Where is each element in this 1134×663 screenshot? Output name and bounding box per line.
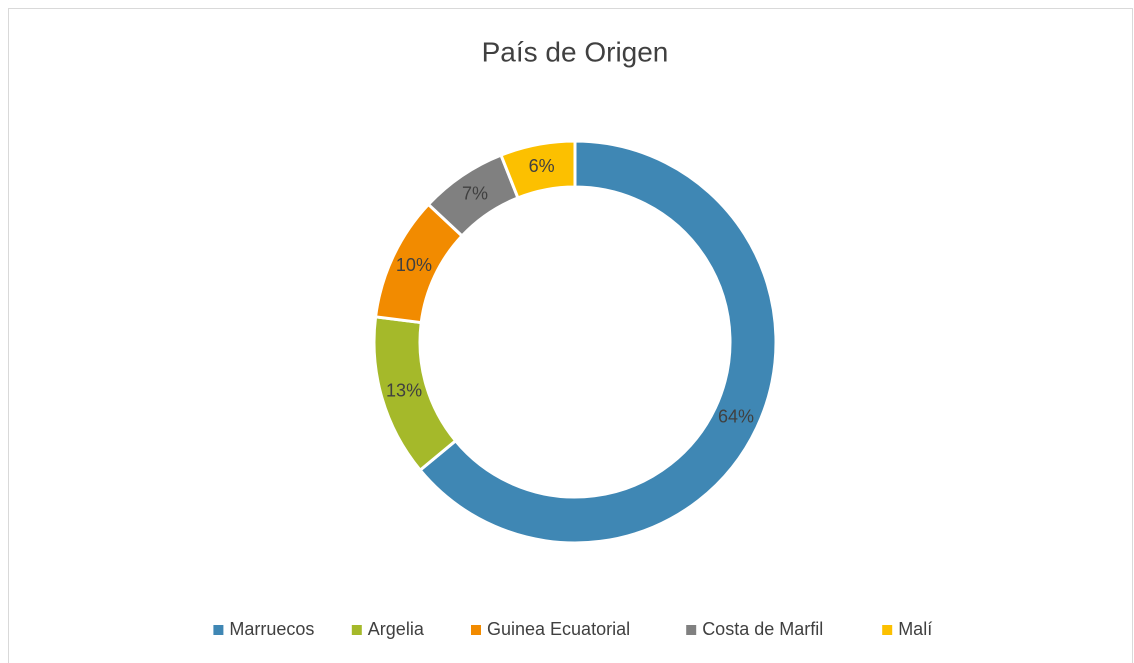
legend-label: Argelia	[368, 619, 425, 639]
legend-label: Marruecos	[229, 619, 314, 639]
data-label: 7%	[462, 184, 488, 204]
legend-swatch	[351, 625, 362, 635]
legend-label: Malí	[898, 619, 932, 639]
legend-swatch	[213, 625, 224, 635]
data-label: 6%	[529, 156, 555, 176]
donut-segment	[418, 139, 778, 545]
legend-label: Costa de Marfil	[702, 619, 823, 639]
data-label: 10%	[396, 255, 432, 275]
legend-swatch	[882, 625, 893, 635]
legend-swatch	[471, 625, 481, 635]
legend-label: Guinea Ecuatorial	[487, 619, 630, 639]
chart-frame	[8, 8, 1133, 663]
data-label: 13%	[386, 380, 422, 400]
donut-segment	[499, 139, 577, 200]
legend-swatch	[686, 625, 697, 635]
data-label: 64%	[718, 407, 754, 427]
chart-title: País de Origen	[482, 36, 669, 67]
